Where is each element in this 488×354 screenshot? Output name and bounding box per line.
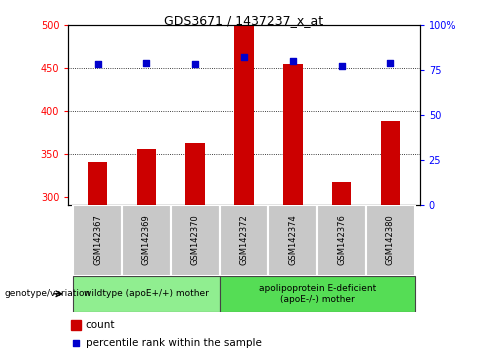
FancyBboxPatch shape xyxy=(220,205,268,276)
FancyBboxPatch shape xyxy=(268,205,317,276)
FancyBboxPatch shape xyxy=(171,205,220,276)
Bar xyxy=(381,121,400,205)
Point xyxy=(72,340,80,346)
FancyBboxPatch shape xyxy=(73,276,220,312)
Point xyxy=(191,62,199,67)
Text: GSM142380: GSM142380 xyxy=(386,214,395,265)
FancyBboxPatch shape xyxy=(220,276,415,312)
Text: GSM142374: GSM142374 xyxy=(288,214,297,265)
Bar xyxy=(332,182,351,205)
Text: GSM142372: GSM142372 xyxy=(240,214,248,265)
Point xyxy=(142,60,150,65)
Text: GSM142370: GSM142370 xyxy=(191,214,200,265)
Text: GSM142369: GSM142369 xyxy=(142,214,151,265)
Text: wildtype (apoE+/+) mother: wildtype (apoE+/+) mother xyxy=(84,289,209,298)
Text: GSM142367: GSM142367 xyxy=(93,214,102,265)
Bar xyxy=(88,162,107,205)
FancyBboxPatch shape xyxy=(317,205,366,276)
Bar xyxy=(71,320,81,330)
Text: genotype/variation: genotype/variation xyxy=(5,289,91,298)
Text: count: count xyxy=(85,320,115,330)
Bar xyxy=(185,143,205,205)
FancyBboxPatch shape xyxy=(366,205,415,276)
Text: apolipoprotein E-deficient
(apoE-/-) mother: apolipoprotein E-deficient (apoE-/-) mot… xyxy=(259,284,376,303)
Bar xyxy=(234,25,254,205)
Bar xyxy=(137,149,156,205)
Bar xyxy=(283,64,303,205)
FancyBboxPatch shape xyxy=(73,205,122,276)
Point xyxy=(240,55,248,60)
Text: GSM142376: GSM142376 xyxy=(337,214,346,265)
FancyBboxPatch shape xyxy=(122,205,171,276)
Point xyxy=(289,58,297,64)
Text: percentile rank within the sample: percentile rank within the sample xyxy=(85,338,262,348)
Point xyxy=(94,62,102,67)
Point xyxy=(386,60,394,65)
Point xyxy=(338,63,346,69)
Text: GDS3671 / 1437237_x_at: GDS3671 / 1437237_x_at xyxy=(164,14,324,27)
